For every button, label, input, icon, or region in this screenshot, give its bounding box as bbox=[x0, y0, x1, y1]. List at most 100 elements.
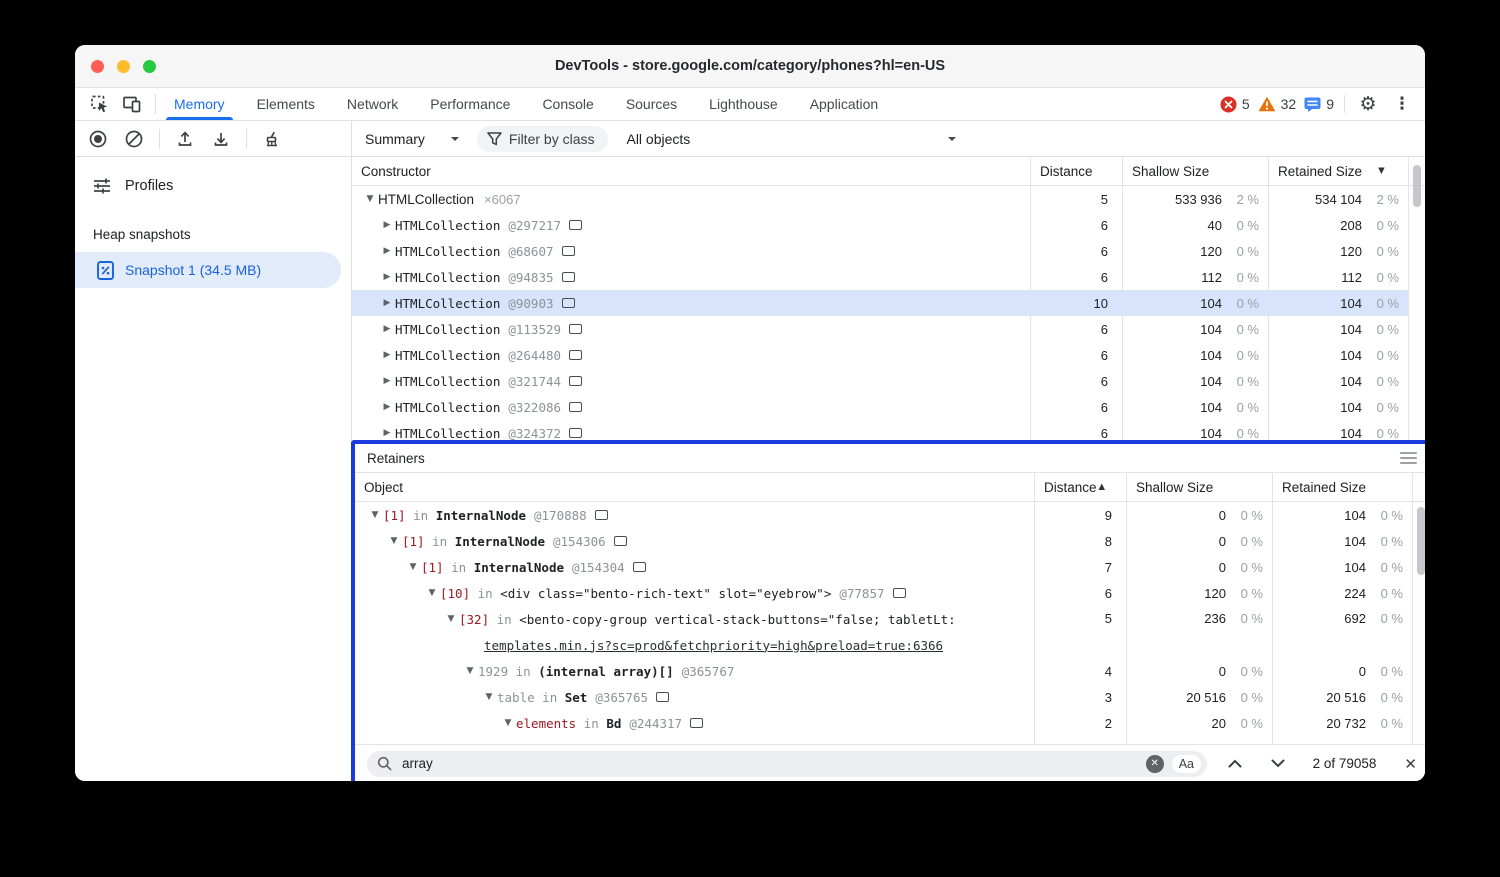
minimize-window-button[interactable] bbox=[117, 59, 130, 73]
search-input[interactable]: ✕ Aa bbox=[367, 750, 1207, 777]
retainer-row[interactable]: ▼ [10] in <div class="bento-rich-text" sl… bbox=[355, 580, 1425, 606]
sidebar-item-profiles[interactable]: Profiles bbox=[75, 169, 351, 203]
expand-arrow-icon[interactable]: ▼ bbox=[485, 692, 493, 702]
expand-arrow-icon[interactable]: ▼ bbox=[390, 536, 398, 546]
objects-scope-select[interactable]: All objects bbox=[626, 131, 957, 147]
menu-icon[interactable] bbox=[1400, 452, 1417, 464]
tab-network[interactable]: Network bbox=[346, 96, 399, 112]
column-header-distance[interactable]: Distance ▲ bbox=[1034, 473, 1126, 501]
retainer-row[interactable]: ▼ [1] in InternalNode @154306 8 0 0 % 104 0 % bbox=[355, 528, 1425, 554]
error-badge[interactable]: 5 bbox=[1220, 96, 1250, 113]
reveal-object-icon[interactable] bbox=[594, 510, 608, 520]
tab-sources[interactable]: Sources bbox=[625, 96, 678, 112]
message-badge[interactable]: 9 bbox=[1304, 96, 1334, 112]
table-row[interactable]: ▶ HTMLCollection @324372 6 104 0 % 104 0 % bbox=[352, 420, 1425, 446]
table-row[interactable]: ▶ HTMLCollection @68607 6 120 0 % 120 0 % bbox=[352, 238, 1425, 264]
reveal-object-icon[interactable] bbox=[613, 536, 627, 546]
record-heap-icon[interactable] bbox=[85, 126, 111, 152]
close-window-button[interactable] bbox=[91, 59, 104, 73]
vertical-scrollbar[interactable] bbox=[1417, 507, 1425, 575]
reveal-object-icon[interactable] bbox=[569, 402, 583, 412]
reveal-object-icon[interactable] bbox=[632, 562, 646, 572]
previous-match-button[interactable] bbox=[1221, 759, 1250, 768]
expand-arrow-icon[interactable]: ▶ bbox=[383, 246, 391, 256]
expand-arrow-icon[interactable]: ▶ bbox=[383, 272, 391, 282]
column-header-shallow-size[interactable]: Shallow Size bbox=[1126, 473, 1272, 501]
source-link[interactable]: templates.min.js?sc=prod&fetchpriority=h… bbox=[484, 637, 944, 653]
column-header-retained-size[interactable]: Retained Size ▼ bbox=[1268, 157, 1408, 185]
expand-arrow-icon[interactable]: ▼ bbox=[447, 614, 455, 624]
column-header-shallow-size[interactable]: Shallow Size bbox=[1122, 157, 1268, 185]
expand-arrow-icon[interactable]: ▶ bbox=[383, 376, 391, 386]
inspect-element-icon[interactable] bbox=[87, 91, 113, 117]
vertical-scrollbar[interactable] bbox=[1413, 165, 1421, 207]
reveal-object-icon[interactable] bbox=[561, 246, 575, 256]
expand-arrow-icon[interactable]: ▶ bbox=[383, 298, 391, 308]
reveal-object-icon[interactable] bbox=[569, 220, 583, 230]
retainer-row[interactable]: ▼ table in Set @365765 3 20 516 0 % 20 516 0 % bbox=[355, 684, 1425, 710]
perspective-select[interactable]: Summary bbox=[365, 131, 459, 147]
column-header-object[interactable]: Object bbox=[364, 479, 404, 495]
more-options-icon[interactable]: ⋮ bbox=[1393, 94, 1411, 114]
expand-arrow-icon[interactable]: ▼ bbox=[428, 588, 436, 598]
filter-by-class-input[interactable]: Filter by class bbox=[476, 125, 609, 152]
column-header-retained-size[interactable]: Retained Size bbox=[1272, 473, 1412, 501]
match-case-toggle[interactable]: Aa bbox=[1171, 754, 1201, 773]
retainer-row[interactable]: ▼ [1] in InternalNode @170888 9 0 0 % 104 0 % bbox=[355, 502, 1425, 528]
reveal-object-icon[interactable] bbox=[656, 692, 670, 702]
table-row[interactable]: ▶ HTMLCollection @321744 6 104 0 % 104 0 % bbox=[352, 368, 1425, 394]
table-row[interactable]: ▶ HTMLCollection @90903 10 104 0 % 104 0 % bbox=[352, 290, 1425, 316]
expand-arrow-icon[interactable]: ▼ bbox=[366, 194, 374, 204]
sidebar-item-snapshot-1[interactable]: Snapshot 1 (34.5 MB) bbox=[75, 252, 341, 288]
column-header-constructor[interactable]: Constructor bbox=[361, 163, 431, 179]
search-query-input[interactable] bbox=[400, 755, 1138, 772]
expand-arrow-icon[interactable]: ▶ bbox=[383, 324, 391, 334]
reveal-object-icon[interactable] bbox=[569, 324, 583, 334]
reveal-object-icon[interactable] bbox=[892, 588, 906, 598]
expand-arrow-icon[interactable]: ▼ bbox=[466, 666, 474, 676]
reveal-object-icon[interactable] bbox=[690, 718, 704, 728]
next-match-button[interactable] bbox=[1264, 759, 1293, 768]
device-toolbar-icon[interactable] bbox=[119, 91, 145, 117]
tab-elements[interactable]: Elements bbox=[256, 96, 315, 112]
load-profile-icon[interactable] bbox=[172, 126, 198, 152]
table-row[interactable]: ▼ HTMLCollection ×6067 5 533 936 2 % 534 104 2 … bbox=[352, 186, 1425, 212]
size-cell: 0 0 % bbox=[1126, 554, 1272, 580]
table-row[interactable]: ▶ HTMLCollection @94835 6 112 0 % 112 0 % bbox=[352, 264, 1425, 290]
retainer-row[interactable]: ▼ elements in Bd @244317 2 20 0 % 20 732 0 % bbox=[355, 710, 1425, 736]
expand-arrow-icon[interactable]: ▼ bbox=[409, 562, 417, 572]
save-profile-icon[interactable] bbox=[208, 126, 234, 152]
expand-arrow-icon[interactable]: ▼ bbox=[371, 510, 379, 520]
tab-console[interactable]: Console bbox=[542, 96, 594, 112]
tab-memory[interactable]: Memory bbox=[158, 88, 241, 120]
maximize-window-button[interactable] bbox=[143, 59, 156, 73]
tab-application[interactable]: Application bbox=[809, 96, 879, 112]
distance-value: 9 bbox=[1104, 507, 1112, 523]
reveal-object-icon[interactable] bbox=[569, 428, 583, 438]
expand-arrow-icon[interactable]: ▶ bbox=[383, 428, 391, 438]
expand-arrow-icon[interactable]: ▼ bbox=[504, 718, 512, 728]
close-search-icon[interactable]: ✕ bbox=[1404, 754, 1417, 773]
clear-all-profiles-icon[interactable] bbox=[121, 126, 147, 152]
table-row[interactable]: ▶ HTMLCollection @113529 6 104 0 % 104 0 % bbox=[352, 316, 1425, 342]
collect-garbage-icon[interactable] bbox=[259, 126, 285, 152]
warning-badge[interactable]: 32 bbox=[1258, 96, 1296, 112]
retainer-row[interactable]: ▼ [1] in InternalNode @154304 7 0 0 % 104 0 % bbox=[355, 554, 1425, 580]
reveal-object-icon[interactable] bbox=[569, 376, 583, 386]
reveal-object-icon[interactable] bbox=[569, 350, 583, 360]
retainer-row[interactable]: ▼ 1929 in (internal array)[] @365767 4 0 0 % 0… bbox=[355, 658, 1425, 684]
tab-lighthouse[interactable]: Lighthouse bbox=[709, 96, 778, 112]
table-row[interactable]: ▶ HTMLCollection @264480 6 104 0 % 104 0 % bbox=[352, 342, 1425, 368]
reveal-object-icon[interactable] bbox=[561, 272, 575, 282]
clear-search-icon[interactable]: ✕ bbox=[1145, 754, 1164, 773]
settings-gear-icon[interactable]: ⚙ bbox=[1359, 93, 1377, 115]
retainer-row[interactable]: ▼ [32] in <bento-copy-group vertical-stac… bbox=[355, 606, 1425, 658]
table-row[interactable]: ▶ HTMLCollection @322086 6 104 0 % 104 0 % bbox=[352, 394, 1425, 420]
expand-arrow-icon[interactable]: ▶ bbox=[383, 220, 391, 230]
tab-performance[interactable]: Performance bbox=[430, 96, 511, 112]
column-header-distance[interactable]: Distance bbox=[1030, 157, 1122, 185]
reveal-object-icon[interactable] bbox=[561, 298, 575, 308]
expand-arrow-icon[interactable]: ▶ bbox=[383, 350, 391, 360]
table-row[interactable]: ▶ HTMLCollection @297217 6 40 0 % 208 0 % bbox=[352, 212, 1425, 238]
expand-arrow-icon[interactable]: ▶ bbox=[383, 402, 391, 412]
